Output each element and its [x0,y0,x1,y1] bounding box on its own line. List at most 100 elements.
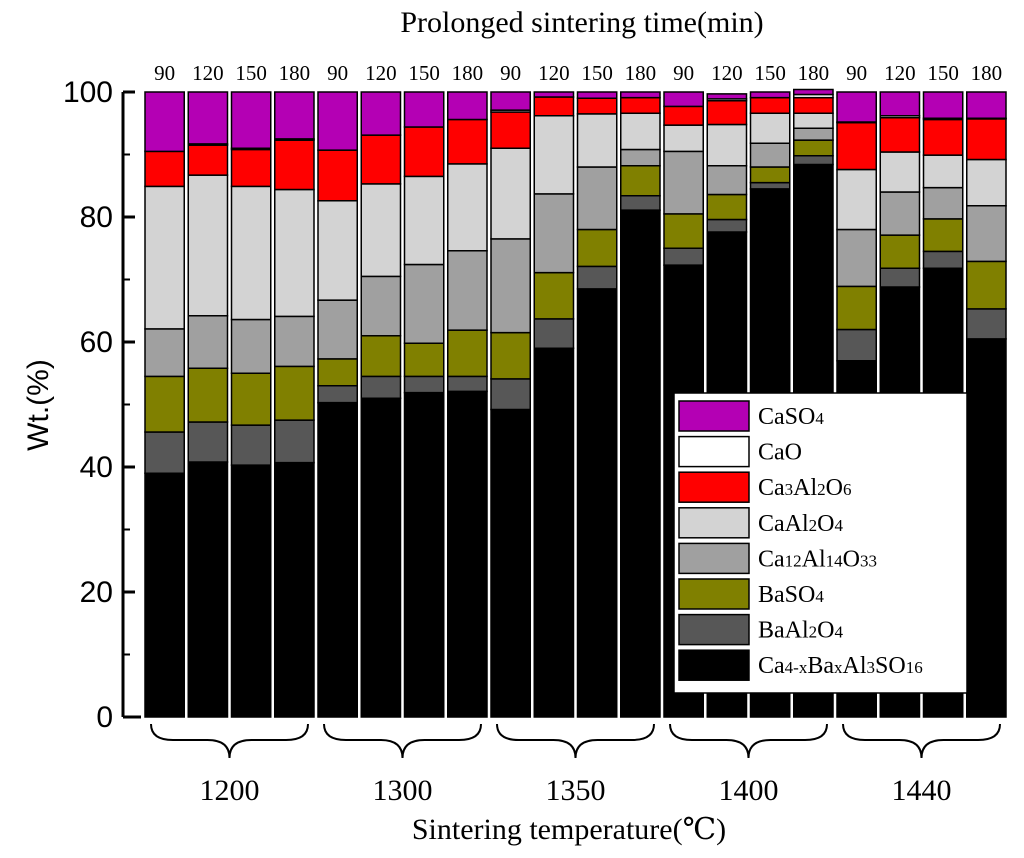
bar-segment-caso-11 [576,91,618,99]
time-label: 90 [673,61,694,85]
bar-segment-ca-8 [447,163,488,252]
legend-label-c12a7: Ca12Al14O33 [758,546,877,572]
bar-segment-c3a-2 [187,144,229,176]
time-label: 90 [327,61,348,85]
bar-segment-c12a7-12 [620,148,661,167]
group-brace [842,723,1001,759]
bar-segment-ye-1 [144,472,185,718]
bar-segment-ye-20 [966,338,1007,718]
bar-segment-c3a-12 [620,96,661,115]
bar-segment-ca-5 [317,200,358,301]
bar-segment-ye-3 [230,464,272,718]
bar-segment-caso-19 [922,91,964,119]
bar-segment-baso-11 [576,228,618,268]
bar-segment-ye-11 [576,288,618,718]
bar-segment-baal-11 [576,265,618,290]
time-label: 90 [154,61,175,85]
legend-label-ca: CaAl2O4 [758,511,844,537]
temperature-groups: 1200 1300 1350 1400 1440 [150,723,1001,807]
bar-segment-c3a-5 [317,149,358,202]
bar-segment-c3a-13 [663,105,704,126]
bar-segment-caso-7 [403,91,445,128]
bar-segment-baal-4 [274,419,315,464]
bar-segment-baso-8 [447,329,488,378]
bar-segment-c12a7-6 [360,275,402,337]
bar-segment-c12a7-19 [922,186,964,220]
bar-segment-c3a-1 [144,150,185,188]
bar-segment-c12a7-13 [663,150,704,215]
bar-segment-baal-6 [360,375,402,400]
time-label: 120 [538,61,570,85]
bar-segment-ye-8 [447,390,488,718]
bar-segment-ca-12 [620,112,661,151]
bar-segment-c12a7-9 [490,238,531,334]
bar-segment-baal-18 [879,267,921,288]
bar-segment-c12a7-3 [230,318,272,374]
bar-segment-caso-6 [360,91,402,136]
time-label: 120 [884,61,916,85]
bar-segment-baal-9 [490,378,531,411]
chart-title: Prolonged sintering time(min) [400,6,763,39]
bar-segment-baal-14 [706,218,748,233]
bar-segment-ca-17 [836,168,877,231]
legend-label-baso: BaSO4 [758,582,824,608]
group-brace [669,723,828,759]
time-label: 120 [192,61,224,85]
bar-segment-baal-10 [533,318,575,350]
bar-segment-ye-6 [360,397,402,718]
bar-segment-c3a-7 [403,126,445,178]
group-brace [323,723,482,759]
bar-segment-c12a7-18 [879,191,921,236]
bar-segment-c12a7-17 [836,228,877,288]
legend-label-c3a: Ca3Al2O6 [758,475,852,501]
bar-segment-baso-6 [360,335,402,378]
time-label: 150 [754,61,786,85]
bar-segment-ca-7 [403,175,445,266]
bar-segment-baal-13 [663,247,704,266]
bar-segment-baal-15 [749,181,791,190]
bar-segment-caso-8 [447,91,488,121]
bar-segment-baso-18 [879,234,921,270]
bar-segment-caso-14 [706,93,748,100]
bar-segment-caso-17 [836,91,877,123]
legend-swatch-caso [678,400,750,432]
bar-segment-baso-14 [706,193,748,221]
bar-segment-ca-9 [490,147,531,240]
bar-segment-c3a-20 [966,118,1007,161]
bar-segment-baal-5 [317,385,358,404]
time-label: 180 [279,61,311,85]
x-axis-label: Sintering temperature(℃) [412,813,726,846]
bar-segment-c12a7-8 [447,250,488,331]
time-label: 180 [452,61,484,85]
legend-label-cao: CaO [758,440,802,466]
temperature-label: 1200 [200,774,260,807]
bar-segment-ca-2 [187,174,229,317]
bar-segment-baso-2 [187,367,229,423]
y-tick-label: 20 [80,576,113,609]
bar-segment-ye-4 [274,461,315,718]
bar-segment-baso-3 [230,372,272,426]
bar-segment-baal-2 [187,421,229,463]
bar-segment-caso-4 [274,91,315,140]
group-brace [496,723,655,759]
bar-segment-ye-12 [620,209,661,718]
bar-segment-baso-19 [922,218,964,253]
bar-segment-baso-9 [490,331,531,380]
bar-segment-baal-1 [144,431,185,474]
bar-segment-baso-1 [144,375,185,433]
bar-segment-baso-7 [403,342,445,378]
bar-segment-ca-16 [793,112,834,129]
bar-segment-caso-12 [620,91,661,99]
bar-segment-caso-13 [663,91,704,108]
legend-swatch-c3a [678,471,750,503]
temperature-label: 1400 [719,774,779,807]
bar-segment-c12a7-14 [706,165,748,196]
bar-segment-c12a7-2 [187,315,229,369]
temperature-label: 1350 [546,774,606,807]
bar-segment-baso-15 [749,166,791,184]
bar-segment-baso-17 [836,285,877,331]
y-tick-label: 80 [80,201,113,234]
bar-segment-c3a-3 [230,148,272,188]
bar-segment-baal-8 [447,375,488,393]
bar-segment-baso-12 [620,165,661,197]
